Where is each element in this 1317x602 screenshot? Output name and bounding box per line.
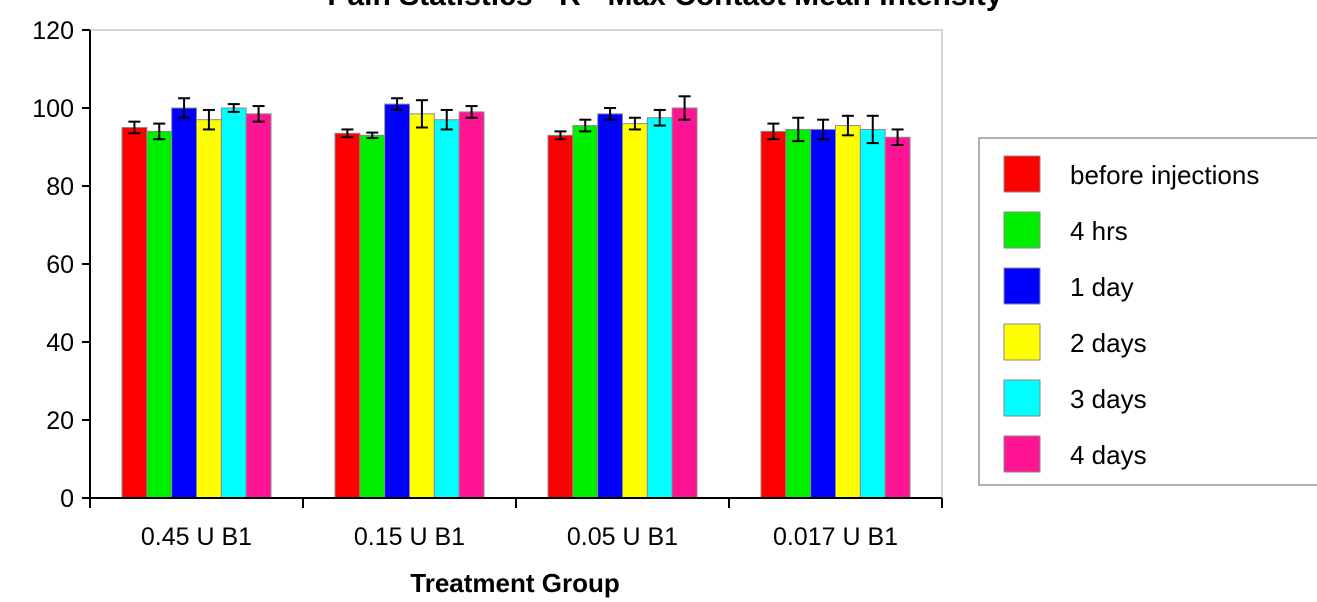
legend-label: 4 days <box>1070 440 1147 470</box>
legend-label: 1 day <box>1070 272 1134 302</box>
legend: before injections 4 hrs 1 day 2 days 3 days 4… <box>978 137 1317 486</box>
y-tick-label: 80 <box>46 173 74 201</box>
y-tick-label: 100 <box>32 95 74 123</box>
legend-box <box>978 137 1317 486</box>
x-tick-label: 0.45 U B1 <box>141 523 252 551</box>
legend-label: before injections <box>1070 160 1259 190</box>
error-bars-layer <box>128 95 904 147</box>
legend-label: 2 days <box>1070 328 1147 358</box>
bar <box>622 123 648 499</box>
bar <box>884 136 911 499</box>
legend-swatch <box>1003 267 1041 305</box>
legend-items: before injections 4 hrs 1 day 2 days 3 days 4… <box>1003 155 1259 473</box>
bars-layer <box>121 103 911 499</box>
legend-label: 4 hrs <box>1070 216 1128 246</box>
bar <box>196 119 222 499</box>
bar <box>810 128 837 499</box>
x-axis-ticks: 0.45 U B1 0.15 U B1 0.05 U B1 0.017 U B1 <box>89 498 943 551</box>
bar <box>220 107 247 499</box>
legend-swatch <box>1003 323 1041 361</box>
bar <box>433 119 460 499</box>
legend-label: 3 days <box>1070 384 1147 414</box>
legend-swatch <box>1003 379 1041 417</box>
x-tick-label: 0.05 U B1 <box>567 523 678 551</box>
bar <box>760 130 787 499</box>
bar <box>146 130 173 499</box>
y-tick-label: 120 <box>32 17 74 45</box>
bar <box>597 113 624 499</box>
y-axis-ticks: 0 20 40 60 80 100 120 <box>32 17 90 513</box>
bar <box>859 128 886 499</box>
y-tick-label: 20 <box>46 407 74 435</box>
x-axis-title: Treatment Group <box>410 568 619 598</box>
bar <box>409 113 435 499</box>
bar <box>646 117 673 499</box>
bar <box>359 134 386 499</box>
y-tick-label: 0 <box>60 485 74 513</box>
chart-title: Pain Statistics - R - Max Contact Mean I… <box>327 0 1002 12</box>
y-tick-label: 60 <box>46 251 74 279</box>
x-tick-label: 0.15 U B1 <box>354 523 465 551</box>
legend-swatch <box>1003 435 1041 473</box>
bar <box>458 111 485 499</box>
bar <box>835 125 861 499</box>
x-tick-label: 0.017 U B1 <box>773 523 898 551</box>
bar <box>245 113 272 499</box>
legend-swatch <box>1003 155 1041 193</box>
bar <box>171 107 198 499</box>
legend-swatch <box>1003 211 1041 249</box>
bar <box>334 132 361 499</box>
bar <box>671 107 698 499</box>
bar <box>547 134 574 499</box>
bar <box>785 128 812 499</box>
y-tick-label: 40 <box>46 329 74 357</box>
bar <box>121 127 148 499</box>
bar <box>384 103 410 499</box>
bar <box>572 125 599 499</box>
